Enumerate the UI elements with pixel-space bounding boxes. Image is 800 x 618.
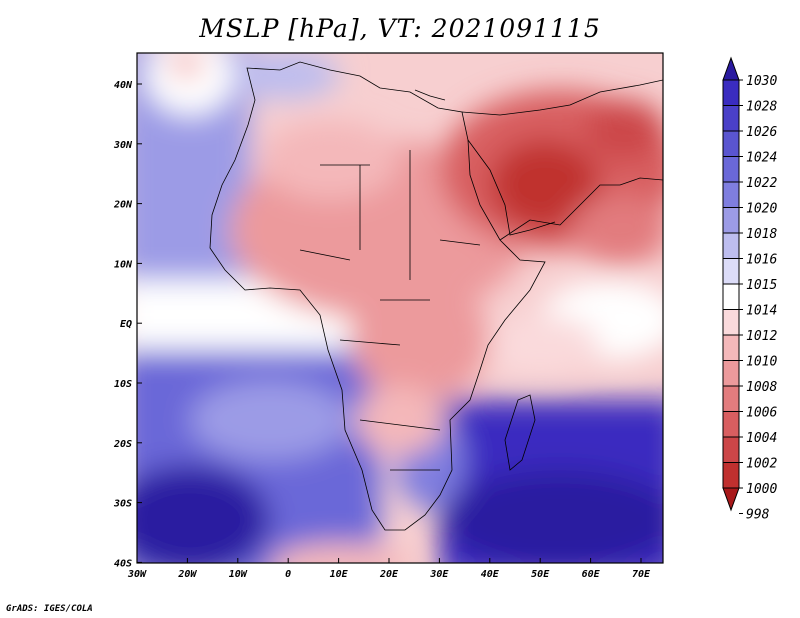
lon-tick-label: 70E [632,569,651,580]
lat-tick-label: 20S [113,439,132,450]
colorbar-swatch [722,411,740,438]
colorbar-level-label: 1012 [746,329,777,344]
lon-tick-label: 30E [429,569,449,580]
colorbar-level-label: 1030 [746,74,777,89]
lon-tick-label: 30W [127,569,147,580]
lat-tick-label: 30N [113,140,133,151]
lon-tick-label: 20W [177,569,197,580]
colorbar-level-label: 1008 [746,380,777,395]
colorbar-level-label: 1014 [746,304,777,319]
colorbar-swatch [722,360,740,387]
colorbar-level-label: 1026 [746,125,777,140]
lon-tick-label: 10E [330,569,349,580]
colorbar-swatch [722,258,740,285]
colorbar: 1030 1028 1026 1024 1022 1020 1018 1016 1015 1014… [722,56,777,523]
colorbar-swatch [722,207,740,234]
colorbar-swatch [722,181,740,208]
lat-tick-label: 10N [114,259,133,270]
map-title: MSLP [hPa], VT: 2021091115 [199,14,601,43]
lat-tick-label: 40S [114,558,132,569]
colorbar-level-label: 1028 [746,100,777,115]
colorbar-swatch [722,232,740,259]
longitude-axis: 30W 20W 10W 0 10E 20E 30E 40E 50E 60E 70E [127,558,651,580]
colorbar-top-arrow [722,56,740,81]
colorbar-swatch [722,130,740,157]
coastlines [209,61,663,531]
colorbar-level-label: 1018 [746,227,777,242]
colorbar-level-label: 1004 [746,431,777,446]
lat-tick-label: EQ [120,319,132,330]
colorbar-swatch [722,283,740,310]
lat-tick-label: 10S [114,379,132,390]
lon-tick-label: 40E [481,569,500,580]
lon-tick-label: 0 [285,569,291,580]
colorbar-level-label: 1006 [746,406,777,421]
colorbar-level-label: 1020 [746,202,777,217]
colorbar-level-label: 1016 [746,253,777,268]
lat-tick-label: 30S [113,499,132,510]
colorbar-swatch [722,334,740,361]
colorbar-bottom-arrow [722,487,740,512]
map-frame [136,52,664,564]
lat-tick-label: 20N [113,200,133,211]
colorbar-swatch [722,309,740,336]
grads-credit: GrADS: IGES/COLA [6,604,93,614]
colorbar-level-label: 1022 [746,176,777,191]
lat-tick-label: 40N [114,80,133,91]
colorbar-swatch [722,462,740,489]
lon-tick-label: 10W [229,569,248,580]
colorbar-level-label: 1024 [746,151,777,166]
colorbar-level-label: 1015 [746,278,777,293]
lon-tick-label: 50E [531,569,550,580]
lon-tick-label: 20E [379,569,399,580]
colorbar-swatch [722,79,740,106]
colorbar-level-label: 1000 [746,482,777,497]
latitude-axis: 40N 30N 20N 10N EQ 10S 20S 30S 40S [113,80,142,569]
colorbar-swatch [722,385,740,412]
colorbar-level-label: 1010 [746,355,777,370]
colorbar-swatch [722,436,740,463]
colorbar-level-label: 998 [746,508,770,523]
colorbar-level-label: 1002 [746,457,777,472]
colorbar-swatch [722,156,740,183]
pressure-field [137,53,663,563]
colorbar-swatch [722,105,740,132]
lon-tick-label: 60E [582,569,601,580]
